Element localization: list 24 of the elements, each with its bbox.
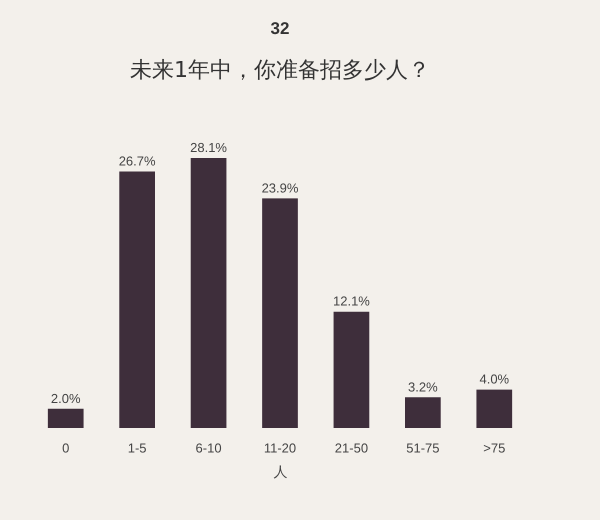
x-tick-label: 51-75 [406, 440, 440, 456]
bar [334, 312, 370, 428]
x-axis-title: 人 [274, 464, 288, 480]
bar [190, 158, 226, 428]
data-label: 23.9% [262, 180, 299, 196]
bar [262, 198, 298, 428]
bar [48, 408, 84, 428]
data-label: 12.1% [332, 294, 370, 309]
x-tick-label: 11-20 [264, 440, 296, 456]
bar [119, 171, 155, 428]
x-tick-label: >75 [483, 440, 506, 456]
data-label: 26.7% [118, 153, 156, 168]
chart-title: 32 [270, 19, 290, 38]
data-label: 28.1% [190, 140, 228, 155]
x-tick-label: 0 [62, 440, 70, 456]
bar [405, 397, 441, 428]
data-label: 4.0% [479, 372, 510, 387]
data-label: 2.0% [50, 390, 81, 406]
bar [476, 390, 512, 428]
x-tick-label: 1-5 [128, 440, 147, 456]
chart-subtitle: 未来1年中，你准备招多少人？ [130, 58, 430, 83]
x-tick-label: 21-50 [334, 440, 368, 456]
data-label: 3.2% [408, 379, 438, 394]
x-tick-label: 6-10 [196, 440, 222, 456]
